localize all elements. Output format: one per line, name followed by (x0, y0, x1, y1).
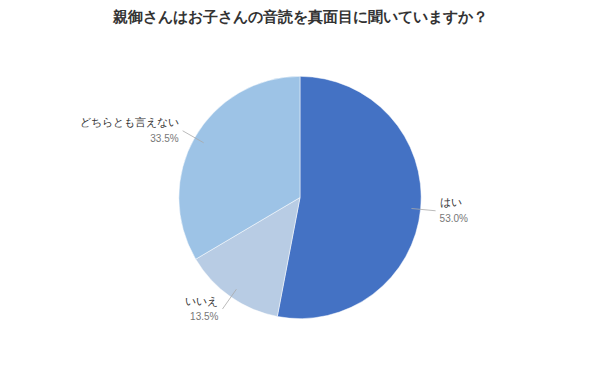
svg-text:53.0%: 53.0% (440, 213, 468, 224)
svg-text:13.5%: 13.5% (190, 311, 218, 322)
svg-text:いいえ: いいえ (185, 295, 218, 307)
svg-text:はい: はい (440, 196, 462, 208)
html-text:親御さんはお子さんの音読を真面目に聞いていますか？: 親御さんはお子さんの音読を真面目に聞いていますか？ (112, 8, 488, 25)
svg-text:33.5%: 33.5% (150, 133, 178, 144)
svg-text:どちらとも言えない: どちらとも言えない (80, 116, 179, 128)
